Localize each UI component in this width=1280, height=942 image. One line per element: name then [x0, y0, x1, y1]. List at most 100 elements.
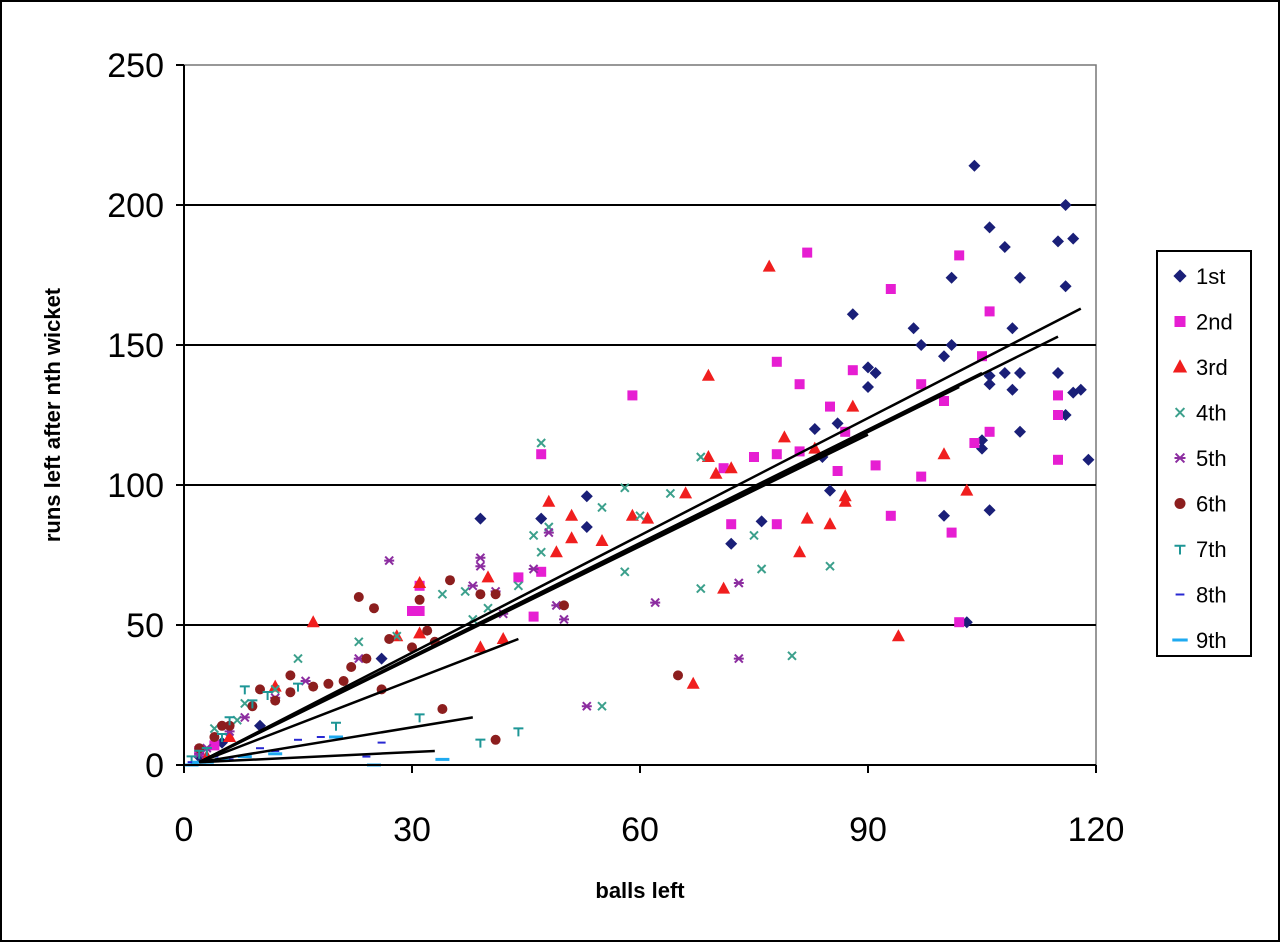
data-point-1st — [1014, 367, 1026, 379]
data-point-6th — [224, 720, 235, 731]
trendlines — [198, 307, 1082, 764]
data-point-1st — [945, 339, 958, 351]
y-tick-label: 200 — [107, 187, 164, 225]
data-point-1st — [983, 378, 996, 391]
trendline-5th — [198, 433, 869, 764]
data-point-3rd — [306, 615, 320, 628]
data-point-3rd — [496, 632, 510, 644]
data-point-1st — [824, 484, 836, 497]
legend-marker-5th — [1174, 452, 1186, 464]
data-point-3rd — [595, 534, 609, 546]
data-point-2nd — [794, 446, 805, 457]
data-point-3rd — [823, 517, 837, 530]
data-point-4th — [513, 581, 524, 591]
data-point-7th — [293, 682, 303, 692]
x-axis-ticks: 0 30 60 90 120 — [175, 765, 1124, 849]
data-point-1st — [1074, 383, 1087, 396]
data-point-6th — [384, 634, 395, 644]
legend-marker-1st — [1173, 269, 1187, 283]
data-point-6th — [308, 681, 319, 692]
data-point-2nd — [407, 606, 417, 616]
data-point-3rd — [800, 511, 814, 524]
data-point-6th — [270, 695, 281, 706]
data-point-5th — [733, 578, 744, 588]
plot-area — [183, 64, 1097, 766]
gridlines — [184, 204, 1096, 626]
data-point-4th — [787, 651, 797, 661]
data-point-1st — [831, 417, 844, 430]
data-point-6th — [369, 603, 379, 614]
data-point-4th — [536, 547, 546, 557]
data-point-1st — [983, 221, 996, 234]
data-point-2nd — [749, 452, 759, 462]
legend-label: 9th — [1196, 628, 1227, 653]
data-point-1st — [1052, 367, 1064, 379]
y-tick-label: 150 — [107, 327, 164, 365]
data-point-6th — [323, 678, 334, 689]
data-point-3rd — [481, 570, 495, 583]
data-point-7th — [513, 727, 524, 737]
data-point-6th — [217, 720, 227, 731]
data-point-7th — [239, 685, 250, 695]
legend: 1st 2nd 3rd 4th 5th 6th 7th 8th 9th — [1156, 250, 1252, 657]
legend-marker-3rd — [1172, 359, 1188, 373]
data-point-2nd — [627, 390, 638, 401]
data-point-1st — [755, 515, 768, 528]
data-point-2nd — [726, 519, 737, 530]
data-point-4th — [460, 586, 470, 597]
data-point-3rd — [709, 466, 723, 479]
data-point-2nd — [969, 438, 980, 448]
data-point-2nd — [832, 466, 843, 476]
data-point-2nd — [718, 463, 729, 474]
legend-label: 2nd — [1196, 310, 1233, 335]
data-point-3rd — [565, 531, 579, 544]
trendline-8th — [199, 749, 435, 764]
legend-label: 4th — [1196, 401, 1227, 426]
data-point-4th — [749, 530, 759, 541]
data-point-2nd — [984, 306, 995, 317]
data-point-1st — [862, 361, 874, 374]
data-point-3rd — [724, 461, 738, 474]
data-point-1st — [945, 271, 958, 284]
data-point-4th — [665, 488, 676, 499]
data-point-1st — [1006, 383, 1019, 396]
data-point-2nd — [771, 449, 782, 460]
legend-label: 5th — [1196, 446, 1227, 471]
data-point-5th — [475, 553, 486, 563]
data-point-6th — [490, 734, 501, 745]
data-point-1st — [474, 512, 487, 525]
data-point-3rd — [937, 447, 951, 460]
data-point-2nd — [802, 247, 813, 258]
data-point-6th — [475, 589, 486, 600]
data-point-2nd — [771, 519, 782, 530]
data-point-6th — [490, 589, 501, 600]
data-point-7th — [331, 721, 341, 731]
data-point-5th — [543, 527, 554, 538]
data-point-4th — [635, 511, 645, 521]
y-axis-ticks: 0 50 100 150 200 250 — [107, 47, 184, 785]
data-point-3rd — [701, 368, 715, 381]
data-point-5th — [239, 712, 250, 723]
data-point-1st — [968, 159, 981, 172]
legend-label: 3rd — [1196, 355, 1228, 380]
data-point-5th — [475, 561, 486, 571]
data-point-3rd — [413, 626, 427, 639]
data-point-3rd — [838, 494, 852, 507]
data-point-1st — [1052, 235, 1064, 248]
data-point-3rd — [808, 441, 822, 454]
data-point-3rd — [679, 486, 693, 499]
data-point-6th — [445, 575, 455, 586]
data-point-1st — [998, 241, 1011, 253]
data-point-4th — [528, 530, 539, 541]
data-point-2nd — [916, 379, 927, 390]
data-point-3rd — [268, 679, 282, 692]
data-point-1st — [725, 537, 738, 550]
data-point-1st — [983, 504, 996, 517]
x-axis-title: balls left — [595, 878, 685, 903]
data-point-3rd — [549, 545, 563, 558]
data-point-2nd — [847, 365, 858, 376]
y-tick-label: 0 — [145, 747, 164, 785]
data-point-4th — [354, 637, 364, 647]
data-point-2nd — [946, 527, 957, 538]
